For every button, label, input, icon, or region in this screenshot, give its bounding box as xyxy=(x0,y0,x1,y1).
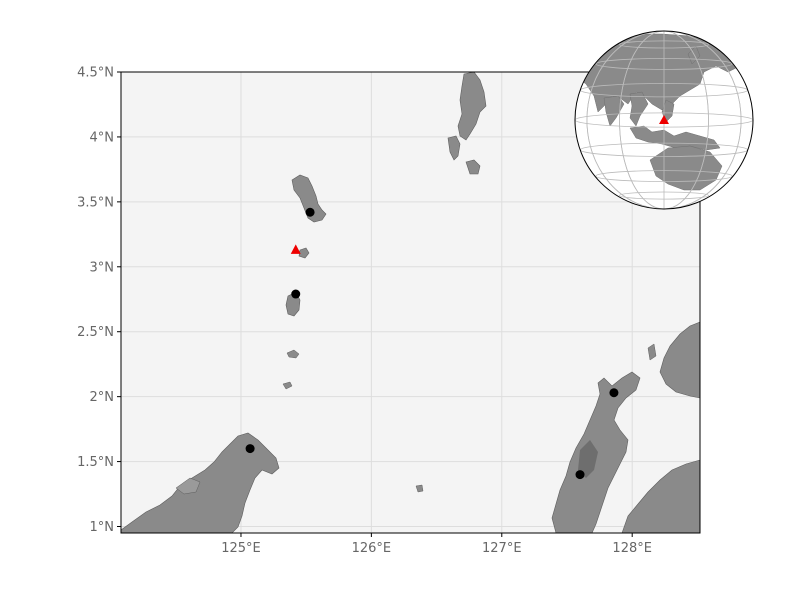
volcano-marker xyxy=(290,244,301,254)
town-marker-4 xyxy=(575,470,585,480)
land-islet-1 xyxy=(286,349,300,359)
globe-volcano-marker xyxy=(659,115,669,124)
land-talaud-south xyxy=(447,135,461,161)
y-tick-label: 3°N xyxy=(90,260,115,275)
x-tick-label: 127°E xyxy=(482,541,522,556)
globe-graticule xyxy=(575,31,753,209)
y-tick-label: 2.5°N xyxy=(77,325,114,340)
globe-meridian-3 xyxy=(619,31,709,209)
town-marker-2 xyxy=(245,444,255,454)
land-east-lower xyxy=(621,459,700,533)
town-marker-3 xyxy=(609,388,619,398)
globe-indochina xyxy=(629,91,649,127)
y-tick-label: 4.5°N xyxy=(77,66,114,81)
town-marker-0 xyxy=(305,207,315,217)
globe-outline xyxy=(574,30,754,210)
x-tick-label: 128°E xyxy=(612,541,652,556)
land-talaud-north xyxy=(457,72,487,141)
y-tick-label: 4°N xyxy=(90,130,115,145)
y-tick-label: 1.5°N xyxy=(77,455,114,470)
globe-meridian-4 xyxy=(586,31,742,209)
inset-globe xyxy=(574,30,754,210)
land-sangihe xyxy=(291,174,327,223)
land-siau xyxy=(298,247,310,259)
land-sulawesi-north-b xyxy=(175,477,201,495)
globe-philippines xyxy=(661,99,675,123)
point-layer xyxy=(245,207,619,480)
land-east-islet xyxy=(647,343,657,361)
land-islet-2 xyxy=(282,381,293,390)
land-islet-3 xyxy=(415,484,424,493)
land-east-upper xyxy=(659,321,700,399)
x-tick-label: 125°E xyxy=(221,541,261,556)
land-talaud-islet xyxy=(465,159,481,175)
land-layer xyxy=(121,72,700,533)
town-marker-1 xyxy=(291,289,301,299)
x-tick-label: 126°E xyxy=(352,541,392,556)
y-tick-label: 2°N xyxy=(90,390,115,405)
land-halmahera-inner xyxy=(578,440,598,478)
axis-ticks: 125°E 126°E 127°E 128°E 1°N 1.5°N 2°N 2.5°N 3°N 3… xyxy=(77,66,652,557)
land-sulawesi-north xyxy=(121,432,280,533)
y-tick-label: 1°N xyxy=(90,520,115,535)
map-frame xyxy=(120,71,701,534)
y-tick-label: 3.5°N xyxy=(77,195,114,210)
